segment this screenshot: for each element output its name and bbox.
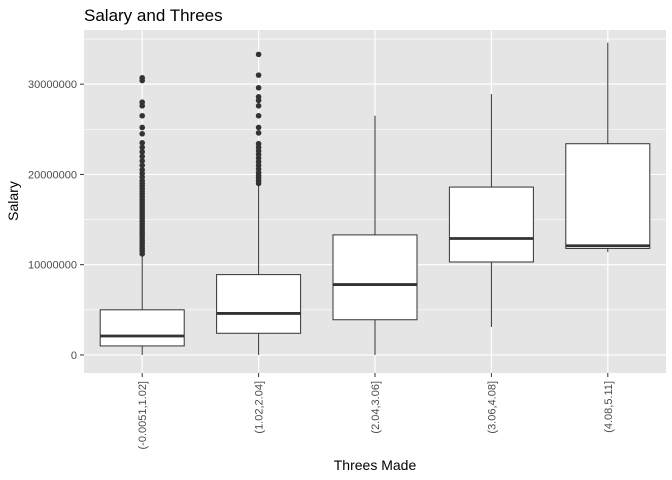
- box: [99, 309, 185, 347]
- outlier-point: [139, 112, 145, 119]
- outlier-point: [255, 140, 262, 147]
- y-axis-title: Salary: [5, 181, 21, 221]
- outlier-point: [139, 75, 145, 81]
- y-tick-label: 0: [71, 350, 77, 362]
- y-tick-label: 20000000: [28, 169, 77, 181]
- box-group: [565, 42, 651, 253]
- y-tick-label: 30000000: [28, 79, 77, 91]
- outlier-point: [255, 103, 262, 109]
- x-tick-label: (-0.0051,1.02]: [137, 381, 149, 450]
- outlier-point: [139, 124, 145, 131]
- box-group: [332, 115, 418, 355]
- x-axis: (-0.0051,1.02] (1.02,2.04] (2.04,3.06] (3.0…: [137, 373, 615, 450]
- box-group: [99, 75, 185, 355]
- x-tick-label: (1.02,2.04]: [254, 381, 266, 434]
- outlier-point: [255, 93, 262, 100]
- box: [565, 143, 651, 249]
- outlier-point: [139, 131, 145, 137]
- box-group: [216, 51, 302, 355]
- box: [332, 234, 418, 321]
- outlier-point: [139, 144, 145, 151]
- outlier-point: [139, 167, 145, 173]
- y-tick-label: 10000000: [28, 260, 77, 272]
- box: [448, 186, 534, 263]
- outlier-point: [255, 51, 262, 58]
- outlier-point: [139, 99, 145, 106]
- y-axis: 0 10000000 20000000 30000000: [28, 79, 84, 362]
- x-tick-label: (4.08,5.11]: [603, 381, 615, 433]
- outlier-point: [255, 72, 262, 78]
- outlier-point: [255, 130, 262, 136]
- outlier-point: [255, 112, 262, 119]
- chart-title: Salary and Threes: [84, 6, 223, 25]
- outlier-point: [139, 153, 145, 160]
- box-series: [99, 42, 651, 355]
- outlier-point: [139, 162, 145, 169]
- outlier-point: [139, 140, 145, 146]
- outlier-point: [255, 124, 262, 131]
- x-tick-label: (3.06,4.08]: [486, 381, 498, 434]
- box-group: [448, 94, 534, 327]
- x-tick-label: (2.04,3.06]: [370, 381, 382, 434]
- outlier-point: [139, 149, 145, 155]
- outlier-point: [139, 158, 145, 164]
- x-axis-title: Threes Made: [334, 457, 417, 473]
- outlier-point: [255, 84, 262, 91]
- box: [216, 274, 302, 334]
